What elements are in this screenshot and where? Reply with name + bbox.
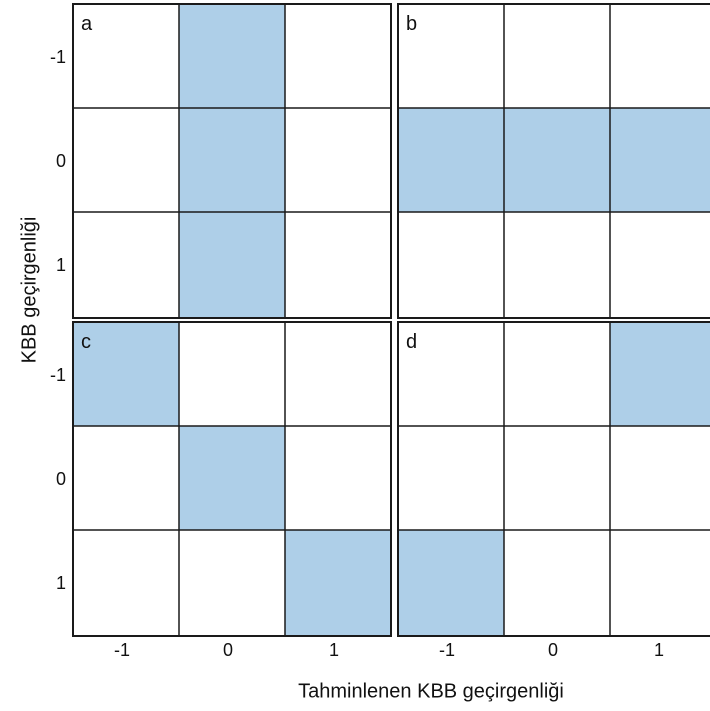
x-axis-title: Tahminlenen KBB geçirgenliği [298,681,564,704]
filled-cell-r1-c0 [398,108,504,212]
filled-cell-r1-c1 [179,426,285,530]
filled-cell-r1-c1 [179,108,285,212]
row-tick-label: -1 [50,365,66,385]
row-tick-label: 0 [56,469,66,489]
filled-cell-r1-c2 [610,108,710,212]
filled-cell-r1-c1 [504,108,610,212]
row-tick-label: 0 [56,151,66,171]
col-tick-label: 0 [223,640,233,660]
filled-cell-r2-c1 [179,212,285,318]
filled-cell-r0-c2 [610,322,710,426]
filled-cell-r0-c1 [179,4,285,108]
panels-layer: a b c d [73,4,710,636]
col-tick-label: -1 [439,640,455,660]
y-axis-title: KBB geçirgenliği [19,217,42,364]
panel-b: b [398,4,710,318]
panel-label-b: b [406,13,417,35]
col-tick-label: 1 [329,640,339,660]
row-tick-label: -1 [50,47,66,67]
col-tick-label: 0 [548,640,558,660]
col-tick-label: 1 [654,640,664,660]
col-tick-label: -1 [114,640,130,660]
panel-label-d: d [406,331,417,353]
panel-label-c: c [81,331,91,353]
row-tick-label: 1 [56,573,66,593]
panel-d: d [398,322,710,636]
filled-cell-r2-c2 [285,530,391,636]
panel-label-a: a [81,13,93,35]
panel-a: a [73,4,391,318]
filled-cell-r2-c0 [398,530,504,636]
row-tick-label: 1 [56,255,66,275]
panel-c: c [73,322,391,636]
